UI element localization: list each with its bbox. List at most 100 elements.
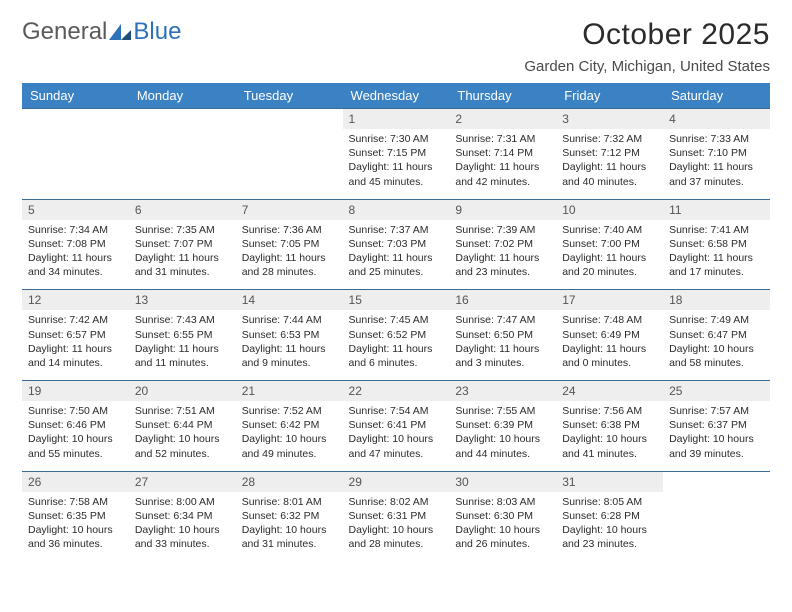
- calendar-cell: 1Sunrise: 7:30 AMSunset: 7:15 PMDaylight…: [343, 109, 450, 200]
- sunrise-text: Sunrise: 7:30 AM: [349, 132, 444, 146]
- daylight-text: Daylight: 11 hours and 40 minutes.: [562, 160, 657, 188]
- calendar-cell: 5Sunrise: 7:34 AMSunset: 7:08 PMDaylight…: [22, 199, 129, 290]
- calendar-cell: 23Sunrise: 7:55 AMSunset: 6:39 PMDayligh…: [449, 381, 556, 472]
- day-header: Sunday: [22, 83, 129, 109]
- day-number: 24: [556, 381, 663, 401]
- sunrise-text: Sunrise: 7:31 AM: [455, 132, 550, 146]
- day-body: Sunrise: 8:01 AMSunset: 6:32 PMDaylight:…: [236, 492, 343, 562]
- day-number: 31: [556, 472, 663, 492]
- calendar-cell: 2Sunrise: 7:31 AMSunset: 7:14 PMDaylight…: [449, 109, 556, 200]
- sunset-text: Sunset: 6:47 PM: [669, 328, 764, 342]
- sunset-text: Sunset: 6:32 PM: [242, 509, 337, 523]
- day-body: Sunrise: 7:35 AMSunset: 7:07 PMDaylight:…: [129, 220, 236, 290]
- daylight-text: Daylight: 10 hours and 44 minutes.: [455, 432, 550, 460]
- calendar-cell: [663, 471, 770, 561]
- sunrise-text: Sunrise: 7:33 AM: [669, 132, 764, 146]
- calendar-cell: 30Sunrise: 8:03 AMSunset: 6:30 PMDayligh…: [449, 471, 556, 561]
- day-number: 15: [343, 290, 450, 310]
- sunrise-text: Sunrise: 7:58 AM: [28, 495, 123, 509]
- day-number: 29: [343, 472, 450, 492]
- day-body: Sunrise: 7:43 AMSunset: 6:55 PMDaylight:…: [129, 310, 236, 380]
- sunrise-text: Sunrise: 8:02 AM: [349, 495, 444, 509]
- day-body: Sunrise: 8:03 AMSunset: 6:30 PMDaylight:…: [449, 492, 556, 562]
- sunset-text: Sunset: 7:10 PM: [669, 146, 764, 160]
- day-body: Sunrise: 8:02 AMSunset: 6:31 PMDaylight:…: [343, 492, 450, 562]
- sunset-text: Sunset: 6:58 PM: [669, 237, 764, 251]
- day-body: Sunrise: 7:56 AMSunset: 6:38 PMDaylight:…: [556, 401, 663, 471]
- calendar-cell: 24Sunrise: 7:56 AMSunset: 6:38 PMDayligh…: [556, 381, 663, 472]
- day-number: 18: [663, 290, 770, 310]
- day-number: 17: [556, 290, 663, 310]
- day-header: Monday: [129, 83, 236, 109]
- day-number: 8: [343, 200, 450, 220]
- daylight-text: Daylight: 10 hours and 55 minutes.: [28, 432, 123, 460]
- day-body: Sunrise: 7:39 AMSunset: 7:02 PMDaylight:…: [449, 220, 556, 290]
- day-number: 10: [556, 200, 663, 220]
- sunrise-text: Sunrise: 7:52 AM: [242, 404, 337, 418]
- sunrise-text: Sunrise: 7:43 AM: [135, 313, 230, 327]
- sunrise-text: Sunrise: 7:49 AM: [669, 313, 764, 327]
- calendar-cell: 12Sunrise: 7:42 AMSunset: 6:57 PMDayligh…: [22, 290, 129, 381]
- day-body: Sunrise: 7:37 AMSunset: 7:03 PMDaylight:…: [343, 220, 450, 290]
- calendar-cell: 18Sunrise: 7:49 AMSunset: 6:47 PMDayligh…: [663, 290, 770, 381]
- calendar-cell: 31Sunrise: 8:05 AMSunset: 6:28 PMDayligh…: [556, 471, 663, 561]
- day-body: Sunrise: 7:51 AMSunset: 6:44 PMDaylight:…: [129, 401, 236, 471]
- calendar-cell: 4Sunrise: 7:33 AMSunset: 7:10 PMDaylight…: [663, 109, 770, 200]
- sunrise-text: Sunrise: 8:05 AM: [562, 495, 657, 509]
- day-number: 23: [449, 381, 556, 401]
- calendar-cell: 3Sunrise: 7:32 AMSunset: 7:12 PMDaylight…: [556, 109, 663, 200]
- day-body: Sunrise: 7:49 AMSunset: 6:47 PMDaylight:…: [663, 310, 770, 380]
- sunset-text: Sunset: 7:14 PM: [455, 146, 550, 160]
- sunrise-text: Sunrise: 7:55 AM: [455, 404, 550, 418]
- sunset-text: Sunset: 7:15 PM: [349, 146, 444, 160]
- calendar-cell: 20Sunrise: 7:51 AMSunset: 6:44 PMDayligh…: [129, 381, 236, 472]
- daylight-text: Daylight: 10 hours and 36 minutes.: [28, 523, 123, 551]
- day-number: 26: [22, 472, 129, 492]
- daylight-text: Daylight: 10 hours and 47 minutes.: [349, 432, 444, 460]
- sunset-text: Sunset: 7:05 PM: [242, 237, 337, 251]
- title-block: October 2025 Garden City, Michigan, Unit…: [524, 18, 770, 75]
- day-body: Sunrise: 7:52 AMSunset: 6:42 PMDaylight:…: [236, 401, 343, 471]
- daylight-text: Daylight: 11 hours and 11 minutes.: [135, 342, 230, 370]
- sunrise-text: Sunrise: 7:35 AM: [135, 223, 230, 237]
- sunrise-text: Sunrise: 7:51 AM: [135, 404, 230, 418]
- sunrise-text: Sunrise: 8:00 AM: [135, 495, 230, 509]
- calendar-cell: 29Sunrise: 8:02 AMSunset: 6:31 PMDayligh…: [343, 471, 450, 561]
- day-header-row: SundayMondayTuesdayWednesdayThursdayFrid…: [22, 83, 770, 109]
- daylight-text: Daylight: 11 hours and 45 minutes.: [349, 160, 444, 188]
- day-number: 9: [449, 200, 556, 220]
- day-body: Sunrise: 7:55 AMSunset: 6:39 PMDaylight:…: [449, 401, 556, 471]
- sunrise-text: Sunrise: 7:47 AM: [455, 313, 550, 327]
- day-body: Sunrise: 7:31 AMSunset: 7:14 PMDaylight:…: [449, 129, 556, 199]
- day-header: Wednesday: [343, 83, 450, 109]
- day-number: 7: [236, 200, 343, 220]
- calendar-cell: 13Sunrise: 7:43 AMSunset: 6:55 PMDayligh…: [129, 290, 236, 381]
- sunset-text: Sunset: 6:44 PM: [135, 418, 230, 432]
- sunrise-text: Sunrise: 7:41 AM: [669, 223, 764, 237]
- day-body: Sunrise: 8:00 AMSunset: 6:34 PMDaylight:…: [129, 492, 236, 562]
- day-body: Sunrise: 7:41 AMSunset: 6:58 PMDaylight:…: [663, 220, 770, 290]
- sunrise-text: Sunrise: 7:54 AM: [349, 404, 444, 418]
- day-number: 19: [22, 381, 129, 401]
- day-number: 4: [663, 109, 770, 129]
- daylight-text: Daylight: 10 hours and 39 minutes.: [669, 432, 764, 460]
- sunset-text: Sunset: 7:02 PM: [455, 237, 550, 251]
- page-subtitle: Garden City, Michigan, United States: [524, 58, 770, 75]
- sunset-text: Sunset: 6:38 PM: [562, 418, 657, 432]
- calendar-week-row: 1Sunrise: 7:30 AMSunset: 7:15 PMDaylight…: [22, 109, 770, 200]
- sunset-text: Sunset: 6:55 PM: [135, 328, 230, 342]
- day-number: 6: [129, 200, 236, 220]
- sunset-text: Sunset: 7:00 PM: [562, 237, 657, 251]
- sunrise-text: Sunrise: 7:40 AM: [562, 223, 657, 237]
- daylight-text: Daylight: 11 hours and 3 minutes.: [455, 342, 550, 370]
- day-body: Sunrise: 7:33 AMSunset: 7:10 PMDaylight:…: [663, 129, 770, 199]
- calendar-cell: 25Sunrise: 7:57 AMSunset: 6:37 PMDayligh…: [663, 381, 770, 472]
- day-number: 3: [556, 109, 663, 129]
- day-body: Sunrise: 7:48 AMSunset: 6:49 PMDaylight:…: [556, 310, 663, 380]
- day-body: Sunrise: 7:36 AMSunset: 7:05 PMDaylight:…: [236, 220, 343, 290]
- calendar-tbody: 1Sunrise: 7:30 AMSunset: 7:15 PMDaylight…: [22, 109, 770, 562]
- sunset-text: Sunset: 6:37 PM: [669, 418, 764, 432]
- sunset-text: Sunset: 7:07 PM: [135, 237, 230, 251]
- daylight-text: Daylight: 11 hours and 34 minutes.: [28, 251, 123, 279]
- sunrise-text: Sunrise: 7:36 AM: [242, 223, 337, 237]
